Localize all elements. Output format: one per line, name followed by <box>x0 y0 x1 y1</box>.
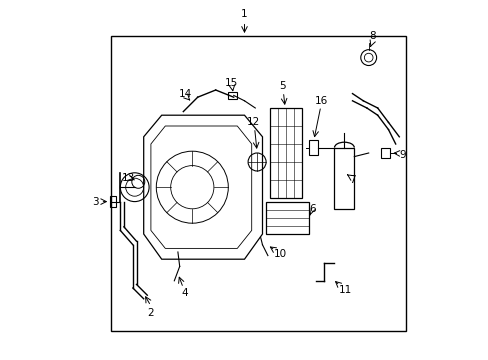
Text: 5: 5 <box>279 81 285 91</box>
Text: 11: 11 <box>338 285 351 295</box>
Bar <box>111 36 406 331</box>
Text: 10: 10 <box>273 249 286 259</box>
Bar <box>381 148 389 158</box>
Bar <box>269 108 302 198</box>
Bar <box>228 92 237 99</box>
Text: 6: 6 <box>309 204 316 214</box>
Text: 9: 9 <box>399 150 406 160</box>
Text: 4: 4 <box>182 288 188 298</box>
Text: 8: 8 <box>368 31 375 41</box>
Bar <box>334 148 354 209</box>
Text: 3: 3 <box>92 197 98 207</box>
Bar <box>265 202 309 234</box>
Text: 12: 12 <box>246 117 260 127</box>
Text: 15: 15 <box>225 78 238 88</box>
Text: 13: 13 <box>122 173 135 183</box>
Text: 16: 16 <box>315 96 328 106</box>
Text: 14: 14 <box>178 89 191 99</box>
Bar <box>109 196 116 207</box>
Bar <box>309 140 318 155</box>
Text: 7: 7 <box>348 175 355 185</box>
Text: 1: 1 <box>241 9 247 19</box>
Text: 2: 2 <box>147 308 154 318</box>
